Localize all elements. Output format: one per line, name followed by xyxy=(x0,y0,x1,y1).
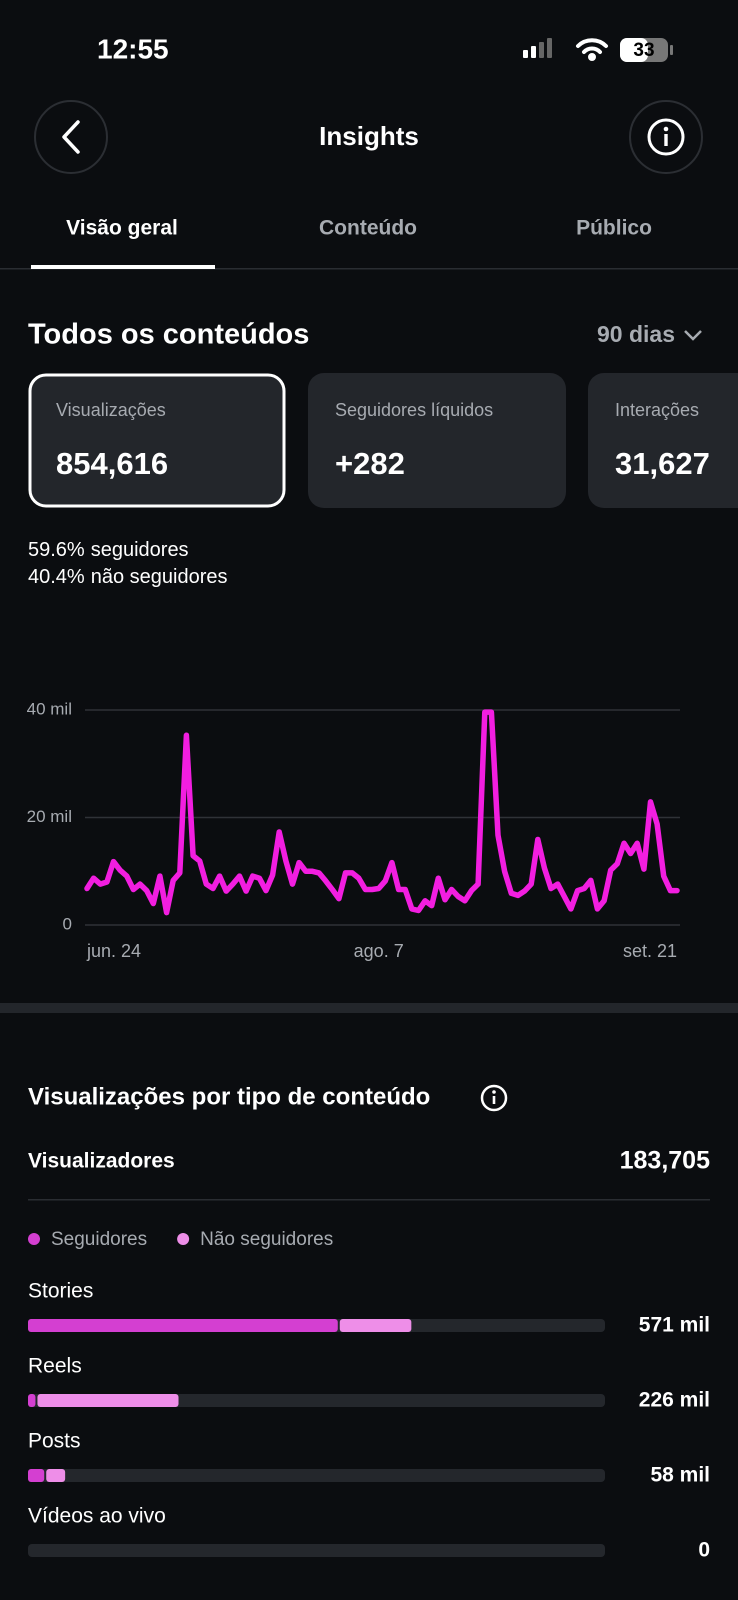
metric-value: 854,616 xyxy=(56,446,168,481)
battery-icon: 33 xyxy=(620,38,673,62)
audience-label: não seguidores xyxy=(91,566,228,588)
battery-level: 33 xyxy=(633,40,654,61)
category-label: Reels xyxy=(28,1355,82,1378)
section-title: Todos os conteúdos xyxy=(28,319,309,351)
x-tick-label: set. 21 xyxy=(623,941,677,961)
legend-dot xyxy=(28,1233,40,1245)
bar-segment xyxy=(28,1469,45,1482)
metric-label: Visualizações xyxy=(56,400,166,420)
audience-line: 40.4% não seguidores xyxy=(28,566,228,588)
tab-divider xyxy=(0,268,738,270)
x-tick-label: ago. 7 xyxy=(354,941,404,961)
y-tick-label: 0 xyxy=(63,914,72,933)
legend-label: Seguidores xyxy=(51,1229,147,1250)
period-label: 90 dias xyxy=(597,321,675,347)
bar-segment xyxy=(46,1469,66,1482)
chart-title: Visualizações por tipo de conteúdo xyxy=(28,1083,430,1110)
legend-label: Não seguidores xyxy=(200,1229,333,1250)
bar-track xyxy=(28,1469,605,1482)
status-time: 12:55 xyxy=(97,33,169,64)
metric-label: Interações xyxy=(615,400,699,420)
info-icon[interactable] xyxy=(480,1084,508,1112)
section-divider xyxy=(0,1003,738,1013)
category-label: Stories xyxy=(28,1280,93,1303)
value-label: 58 mil xyxy=(650,1464,710,1487)
legend-dot xyxy=(177,1233,190,1245)
category-label: Posts xyxy=(28,1430,81,1453)
value-label: 226 mil xyxy=(639,1389,710,1412)
tab[interactable]: Público xyxy=(576,217,652,240)
tab[interactable]: Conteúdo xyxy=(319,217,417,240)
back-button[interactable] xyxy=(34,100,108,174)
tab-indicator xyxy=(31,265,215,269)
audience-label: seguidores xyxy=(91,539,189,561)
x-tick-label: jun. 24 xyxy=(86,941,141,961)
bar-chart: Seguidores Não seguidores Stories 571 mil Re… xyxy=(28,1229,710,1562)
line-series xyxy=(84,709,680,916)
bar-segment xyxy=(28,1394,36,1407)
signal-icon xyxy=(523,38,552,58)
value-label: 571 mil xyxy=(639,1314,710,1337)
info-button[interactable] xyxy=(629,100,703,174)
metric-card[interactable]: Visualizações 854,616 xyxy=(28,373,286,508)
bar-track xyxy=(28,1544,605,1557)
y-tick-label: 20 mil xyxy=(27,807,72,826)
metric-value: 31,627 xyxy=(615,446,710,481)
period-selector[interactable]: 90 dias xyxy=(597,321,702,347)
audience-line: 59.6% seguidores xyxy=(28,539,189,561)
divider xyxy=(28,1199,710,1201)
viewers-value: 183,705 xyxy=(620,1147,710,1175)
line-chart: 0 20 mil 40 mil jun. 24 ago. 7 set. 21 xyxy=(27,699,680,961)
bar-segment xyxy=(37,1394,179,1407)
bar-segment xyxy=(339,1319,412,1332)
audience-percent: 59.6% xyxy=(28,539,85,561)
metric-label: Seguidores líquidos xyxy=(335,400,493,420)
metric-card[interactable]: Seguidores líquidos +282 xyxy=(308,373,566,508)
header-title: Insights xyxy=(319,121,419,151)
value-label: 0 xyxy=(698,1539,710,1562)
bar-segment xyxy=(28,1319,338,1332)
metric-value: +282 xyxy=(335,446,405,481)
y-tick-label: 40 mil xyxy=(27,699,72,718)
audience-percent: 40.4% xyxy=(28,566,85,588)
wifi-icon xyxy=(576,38,608,61)
tab[interactable]: Visão geral xyxy=(66,217,178,240)
metric-card[interactable]: Interações 31,627 xyxy=(588,373,738,508)
category-label: Vídeos ao vivo xyxy=(28,1505,166,1528)
viewers-label: Visualizadores xyxy=(28,1150,175,1173)
